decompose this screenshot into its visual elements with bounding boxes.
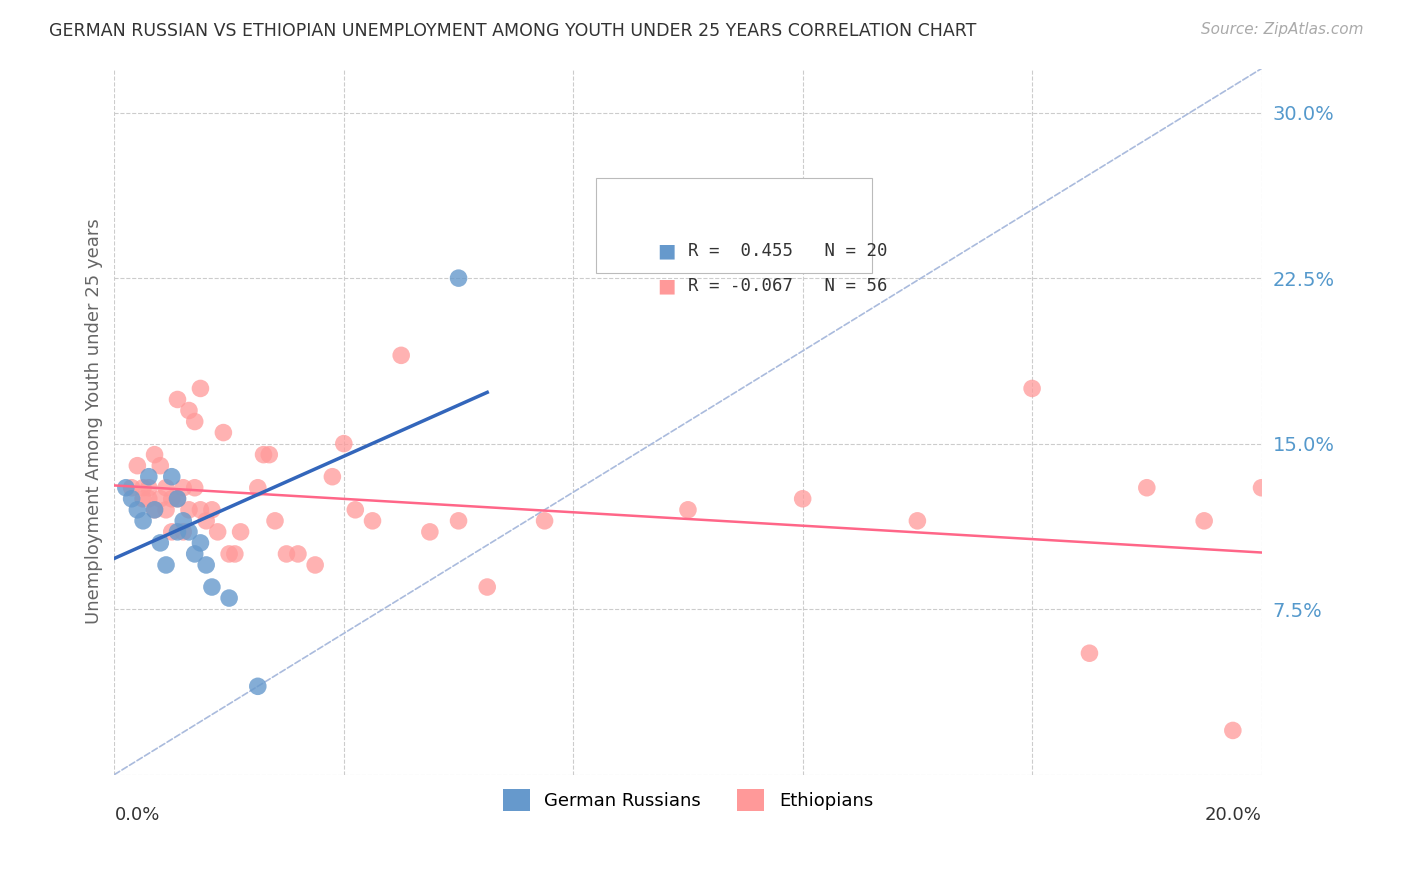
- Point: [212, 425, 235, 440]
- Point: [321, 469, 343, 483]
- Text: 20.0%: 20.0%: [1205, 806, 1261, 824]
- Point: [177, 503, 200, 517]
- Point: [132, 514, 155, 528]
- Point: [264, 514, 287, 528]
- Text: R =  0.455   N = 20: R = 0.455 N = 20: [689, 243, 887, 260]
- Point: [304, 558, 326, 572]
- Text: ■: ■: [658, 242, 676, 260]
- Point: [1250, 481, 1272, 495]
- Point: [447, 514, 470, 528]
- Point: [1078, 646, 1101, 660]
- Point: [190, 503, 212, 517]
- Point: [121, 491, 143, 506]
- Y-axis label: Unemployment Among Youth under 25 years: Unemployment Among Youth under 25 years: [86, 219, 103, 624]
- Point: [477, 580, 499, 594]
- Point: [143, 448, 166, 462]
- Point: [195, 558, 218, 572]
- Point: [361, 514, 384, 528]
- Point: [166, 491, 188, 506]
- Point: [172, 514, 194, 528]
- Point: [218, 547, 240, 561]
- Point: [252, 448, 274, 462]
- Point: [419, 524, 441, 539]
- Point: [229, 524, 252, 539]
- Point: [259, 448, 281, 462]
- Point: [207, 524, 229, 539]
- Point: [143, 503, 166, 517]
- Point: [155, 503, 177, 517]
- Point: [115, 481, 138, 495]
- Point: [166, 392, 188, 407]
- Point: [224, 547, 246, 561]
- Point: [149, 491, 172, 506]
- Point: [172, 481, 194, 495]
- Point: [183, 481, 205, 495]
- Point: [177, 524, 200, 539]
- Point: [160, 469, 183, 483]
- Point: [1192, 514, 1215, 528]
- Point: [177, 403, 200, 417]
- Point: [389, 348, 412, 362]
- Point: [166, 524, 188, 539]
- Point: [149, 458, 172, 473]
- Point: [246, 679, 269, 693]
- Point: [792, 491, 814, 506]
- Point: [1136, 481, 1159, 495]
- Point: [218, 591, 240, 605]
- Point: [190, 381, 212, 395]
- FancyBboxPatch shape: [596, 178, 872, 273]
- Point: [166, 491, 188, 506]
- Point: [149, 536, 172, 550]
- Point: [183, 547, 205, 561]
- Point: [905, 514, 928, 528]
- Point: [276, 547, 298, 561]
- Point: [138, 469, 160, 483]
- Point: [155, 558, 177, 572]
- Point: [195, 514, 218, 528]
- Point: [344, 503, 367, 517]
- Text: GERMAN RUSSIAN VS ETHIOPIAN UNEMPLOYMENT AMONG YOUTH UNDER 25 YEARS CORRELATION : GERMAN RUSSIAN VS ETHIOPIAN UNEMPLOYMENT…: [49, 22, 977, 40]
- Point: [172, 524, 194, 539]
- Point: [121, 481, 143, 495]
- Point: [132, 491, 155, 506]
- Point: [333, 436, 356, 450]
- Point: [127, 503, 149, 517]
- Legend: German Russians, Ethiopians: German Russians, Ethiopians: [496, 782, 880, 819]
- Point: [160, 491, 183, 506]
- Point: [143, 503, 166, 517]
- Point: [160, 524, 183, 539]
- Point: [533, 514, 555, 528]
- Point: [201, 503, 224, 517]
- Text: R = -0.067   N = 56: R = -0.067 N = 56: [689, 277, 887, 294]
- Point: [201, 580, 224, 594]
- Point: [1021, 381, 1043, 395]
- Point: [287, 547, 309, 561]
- Point: [1222, 723, 1244, 738]
- Point: [132, 481, 155, 495]
- Point: [127, 458, 149, 473]
- Point: [138, 481, 160, 495]
- Point: [190, 536, 212, 550]
- Point: [155, 481, 177, 495]
- Point: [138, 491, 160, 506]
- Text: 0.0%: 0.0%: [114, 806, 160, 824]
- Point: [246, 481, 269, 495]
- Text: ■: ■: [658, 277, 676, 295]
- Point: [447, 271, 470, 285]
- Text: Source: ZipAtlas.com: Source: ZipAtlas.com: [1201, 22, 1364, 37]
- Point: [183, 415, 205, 429]
- Point: [676, 503, 699, 517]
